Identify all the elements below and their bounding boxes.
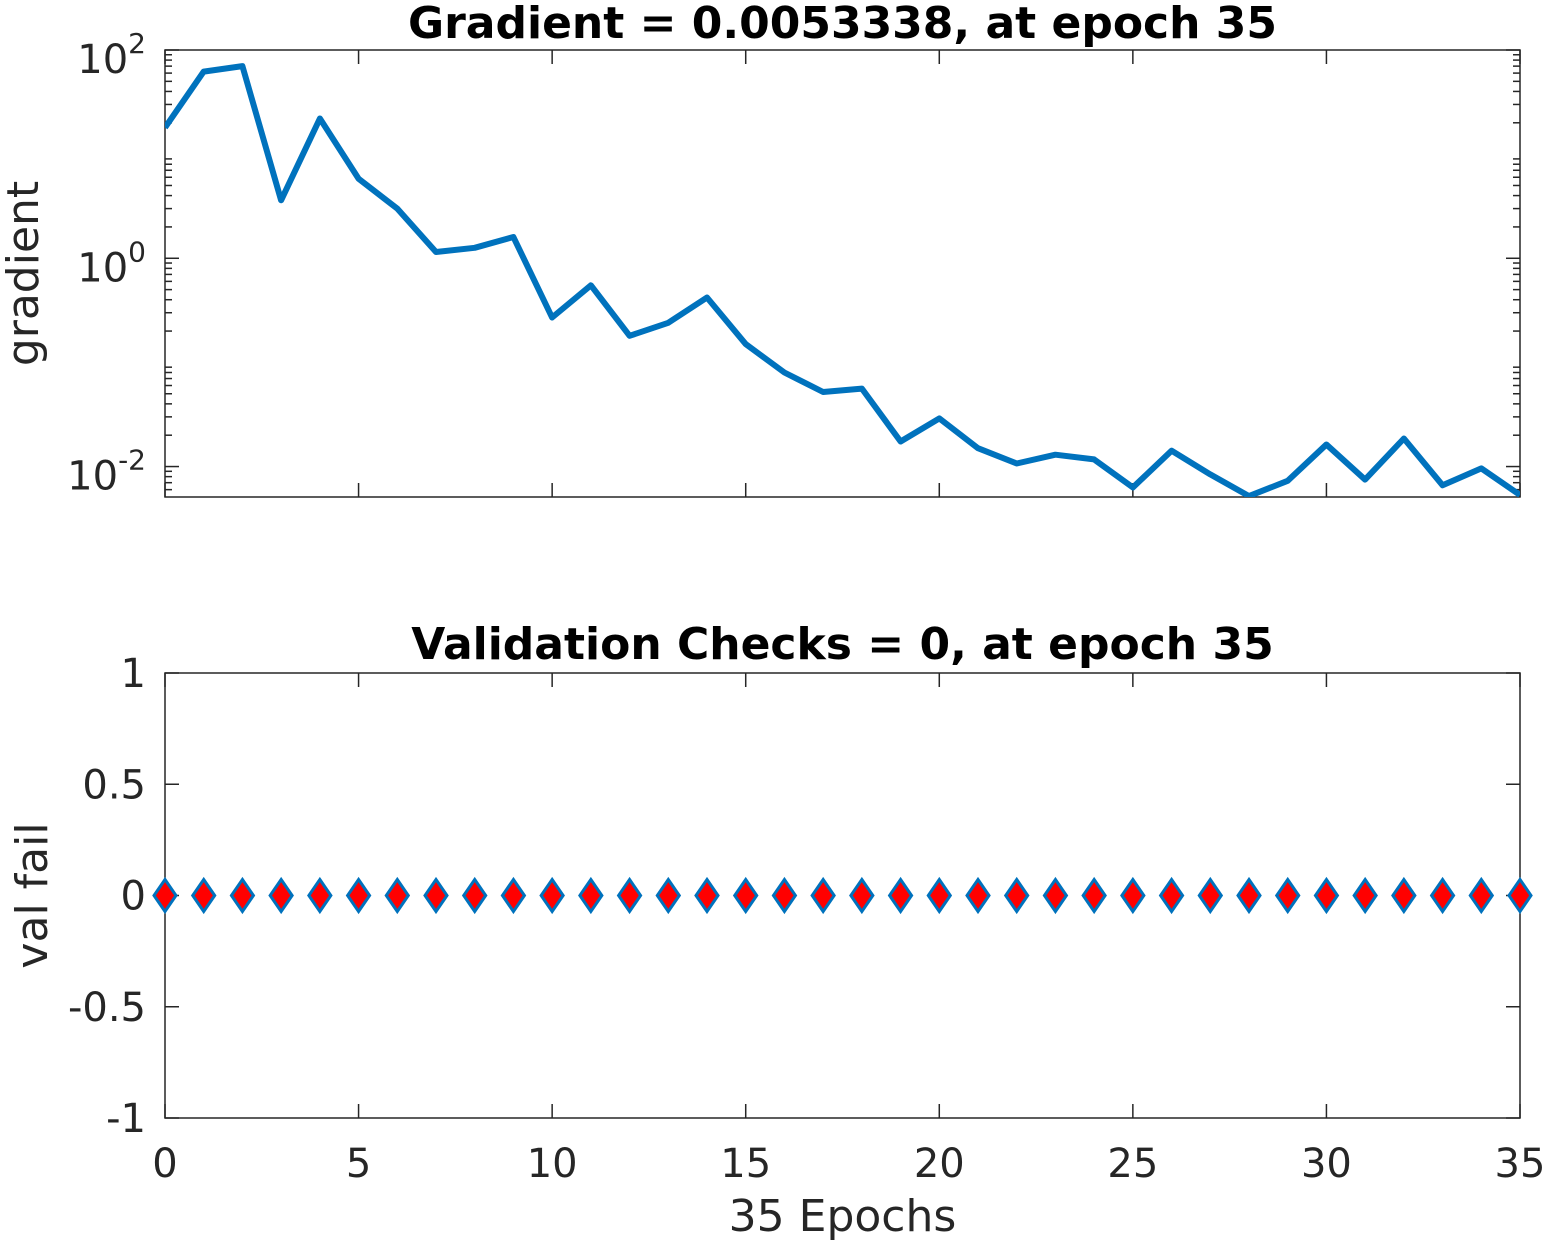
gradient-series-line [165,63,1520,497]
y-tick-label: 0.5 [82,762,146,808]
val-fail-marker [926,876,953,915]
val-fail-marker [1158,876,1185,915]
val-fail-marker [1120,876,1146,915]
val-fail-ylabel: val fail [7,822,58,968]
val-fail-marker [1468,876,1495,915]
validation-checks-axes: 0 5 10 15 20 25 30 35 -1 -0.5 0 0.5 1 [68,651,1546,1187]
val-fail-marker [190,876,217,915]
val-fail-marker [1274,876,1301,915]
y-tick-label-exponent: 2 [128,27,146,60]
x-tick-label: 0 [152,1141,177,1187]
y-tick-label: 1 [121,651,146,697]
x-tick-label: 25 [1107,1141,1158,1187]
y-tick-label-base: 10 [77,245,128,291]
val-fail-marker [849,876,875,915]
val-fail-marker [1003,876,1030,915]
val-fail-marker [694,876,720,915]
val-fail-marker [1042,876,1069,915]
epochs-xlabel: 35 Epochs [729,1191,957,1242]
x-tick-label: 20 [914,1141,965,1187]
val-fail-marker [152,876,178,915]
val-fail-marker [229,876,256,915]
y-tick-label-base: 10 [77,37,128,83]
val-fail-marker [539,876,565,915]
val-fail-marker [810,876,836,915]
val-fail-marker [268,876,294,915]
val-fail-marker [732,876,759,915]
val-fail-marker [1236,876,1262,915]
val-fail-marker [461,876,488,915]
gradient-ylabel: gradient [0,181,49,366]
val-fail-marker [1391,876,1417,915]
val-fail-marker [1197,876,1224,915]
x-tick-label: 5 [346,1141,371,1187]
val-fail-marker [423,876,449,915]
x-tick-label: 10 [527,1141,578,1187]
gradient-title: Gradient = 0.0053338, at epoch 35 [408,0,1277,49]
y-tick-label-base: 10 [67,454,118,500]
y-tick-label: -1 [106,1096,146,1142]
val-fail-marker [1352,876,1378,915]
val-fail-marker [1507,876,1533,915]
x-tick-label: 35 [1495,1141,1546,1187]
axes-box [164,49,1521,498]
x-tick-label: 30 [1301,1141,1352,1187]
y-tick-label: 0 [121,874,146,920]
y-tick-label: 100 [77,235,146,291]
y-tick-label: -0.5 [68,985,146,1031]
val-fail-marker [1081,876,1107,915]
y-tick-label: 102 [77,27,146,83]
val-fail-marker [1429,876,1456,915]
val-fail-marker [384,876,411,915]
val-fail-marker [345,876,372,915]
val-fail-marker [771,876,798,915]
val-fail-marker [578,876,604,915]
val-fail-marker [500,876,527,915]
x-tick-label: 15 [720,1141,771,1187]
val-fail-marker [965,876,991,915]
val-fail-marker [887,876,914,915]
val-fail-marker [307,876,333,915]
y-tick-label: 10-2 [67,444,146,500]
y-tick-label-exponent: 0 [128,235,146,268]
val-fail-marker [616,876,643,915]
y-tick-label-exponent: -2 [118,444,146,477]
validation-checks-title: Validation Checks = 0, at epoch 35 [411,619,1273,670]
val-fail-marker [1313,876,1340,915]
val-fail-marker [655,876,682,915]
